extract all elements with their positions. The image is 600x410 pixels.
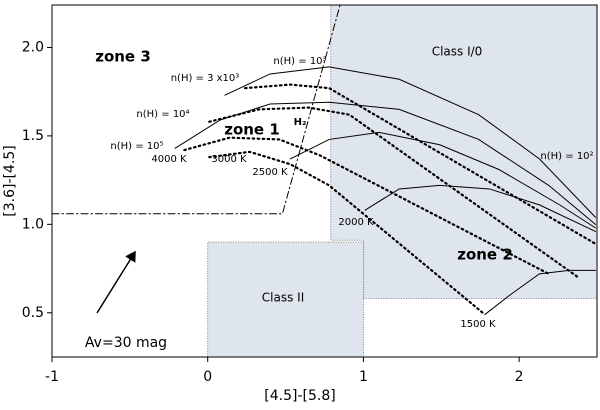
y-axis-label: [3.6]-[4.5] <box>2 145 18 216</box>
annotation: 2500 K <box>252 167 288 178</box>
y-tick-label: 2.0 <box>22 39 44 55</box>
annotation: zone 1 <box>224 121 280 139</box>
region-label: Class I/0 <box>432 45 483 59</box>
x-tick-label: 2 <box>515 369 524 385</box>
annotation: Av=30 mag <box>85 335 167 351</box>
model-curve <box>484 269 596 316</box>
x-tick-label: -1 <box>45 369 59 385</box>
annotation: zone 3 <box>95 48 151 66</box>
annotation: n(H) = 10³ <box>273 56 326 67</box>
annotation: 3000 K <box>211 154 247 165</box>
x-tick-label: 1 <box>359 369 368 385</box>
annotation: n(H) = 3 x10³ <box>171 73 240 84</box>
region-label: Class II <box>262 291 304 305</box>
annotation: 4000 K <box>151 154 187 165</box>
y-tick-label: 1.5 <box>22 128 44 144</box>
annotation: zone 2 <box>457 246 513 264</box>
annotation: n(H) = 10⁴ <box>136 109 189 120</box>
model-curve <box>208 106 580 279</box>
annotation: n(H) = 10⁵ <box>110 141 163 152</box>
model-curve <box>224 66 596 218</box>
model-curve <box>183 136 550 275</box>
annotation: 1500 K <box>460 319 496 330</box>
annotation: 2000 K <box>338 217 374 228</box>
x-tick-label: 0 <box>203 369 212 385</box>
model-curve <box>243 83 597 245</box>
extinction-arrow <box>96 250 136 314</box>
model-curve <box>364 184 596 232</box>
y-tick-label: 0.5 <box>22 305 44 321</box>
annotation: n(H) = 10² <box>540 151 593 162</box>
model-curve <box>51 4 341 215</box>
model-curve <box>289 131 596 229</box>
y-tick-label: 1.0 <box>22 216 44 232</box>
plot-frame <box>51 4 598 358</box>
region <box>207 241 364 358</box>
model-curve <box>208 150 486 316</box>
annotation: H₂ <box>294 117 307 128</box>
x-axis-label: [4.5]-[5.8] <box>264 388 335 404</box>
